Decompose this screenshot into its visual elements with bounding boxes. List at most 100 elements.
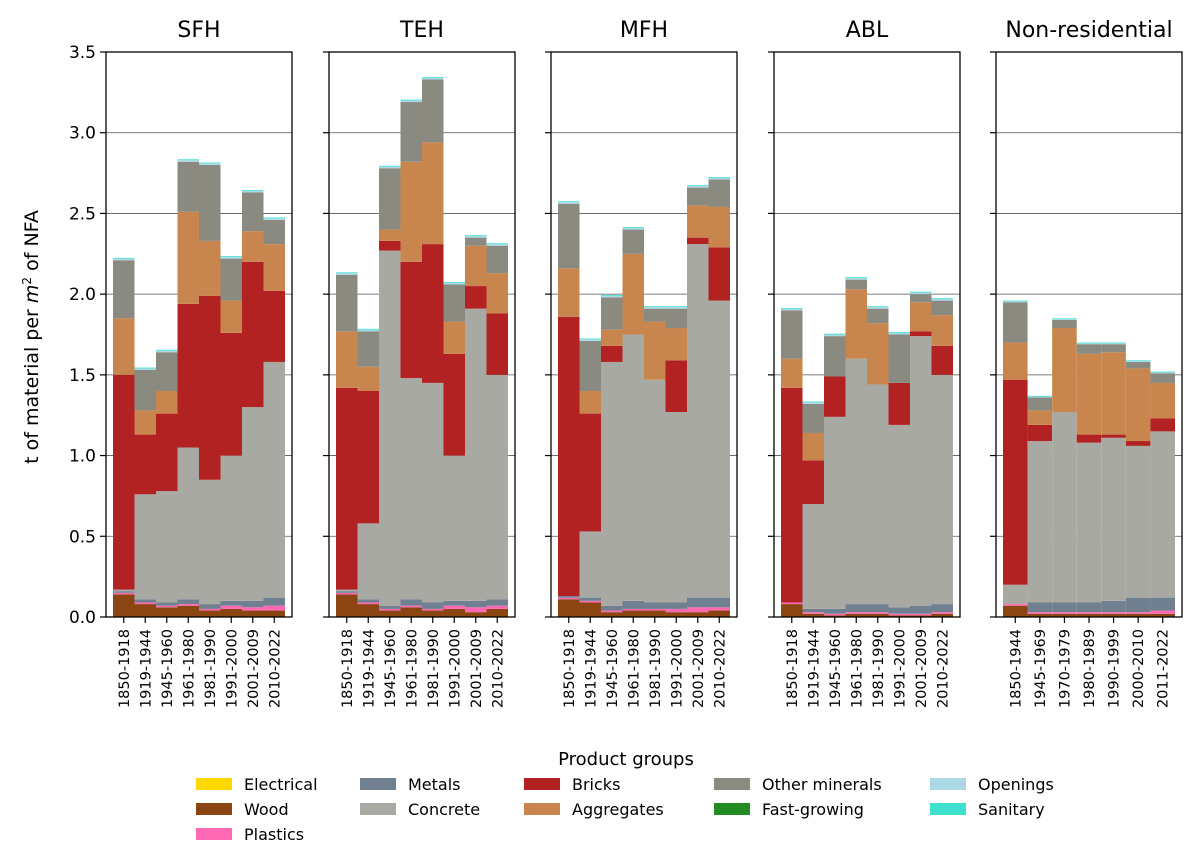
bar-segment-other-minerals xyxy=(422,79,444,143)
bar-segment-other-minerals xyxy=(156,352,178,391)
bar-segment-bricks xyxy=(802,460,824,504)
x-tick-label: 1961-1980 xyxy=(181,629,197,708)
bar-segment-wood xyxy=(558,599,580,617)
bar-segment-plastics xyxy=(1003,604,1028,606)
bar-segment-aggregates xyxy=(379,229,401,241)
bar-segment-openings xyxy=(422,77,444,80)
panel-sfh: SFH 1850-1918 1919-1944 1945-1960 1961-1980 1… xyxy=(105,18,293,708)
bar-segment-concrete xyxy=(242,407,264,601)
bar-segment-plastics xyxy=(242,607,264,611)
bar-segment-concrete xyxy=(1125,445,1151,598)
x-tick-label: 1919-1944 xyxy=(806,629,822,708)
legend-label: Other minerals xyxy=(762,775,882,794)
bar-segment-openings xyxy=(802,402,824,404)
bar-segment-metals xyxy=(845,604,867,613)
bar-segment-other-minerals xyxy=(824,336,846,377)
x-tick-label: 1945-1960 xyxy=(605,629,621,708)
bar-segment-aggregates xyxy=(781,358,803,388)
bar-segment-bricks xyxy=(687,237,709,245)
x-tick-label: 1850-1944 xyxy=(1008,629,1024,708)
x-tick-label: 1991-2000 xyxy=(669,629,685,708)
bar-segment-metals xyxy=(622,600,644,609)
panel-frame xyxy=(995,51,1183,618)
bar-segment-concrete xyxy=(1027,441,1053,603)
bar-segment-wood xyxy=(220,608,242,617)
bar-segment-aggregates xyxy=(336,331,358,388)
bar-segment-sanitary xyxy=(336,272,358,274)
bar-segment-sanitary xyxy=(242,190,264,191)
bar-segment-openings xyxy=(579,339,601,341)
bar-segment-concrete xyxy=(1003,584,1028,605)
bar-segment-sanitary xyxy=(622,227,644,228)
bar-segment-concrete xyxy=(687,244,709,598)
bar-segment-metals xyxy=(824,608,846,614)
bar-segment-bricks xyxy=(1027,424,1053,442)
bar-segment-bricks xyxy=(443,353,465,456)
bar-segment-sanitary xyxy=(400,99,422,101)
bar-segment-sanitary xyxy=(644,306,666,308)
bar-segment-bricks xyxy=(931,345,953,375)
bar-segment-other-minerals xyxy=(558,203,580,269)
bar-segment-aggregates xyxy=(1052,328,1077,412)
bar-segment-plastics xyxy=(910,613,932,616)
bar-segment-bricks xyxy=(220,332,242,456)
bar-segment-aggregates xyxy=(465,245,487,287)
bar-segment-openings xyxy=(888,332,910,335)
bar-segment-aggregates xyxy=(708,206,730,248)
bar-segment-bricks xyxy=(242,261,264,408)
panel-frame xyxy=(550,51,738,618)
bar-segment-other-minerals xyxy=(199,165,221,241)
bar-segment-aggregates xyxy=(845,289,867,359)
x-tick-label: 1980-1989 xyxy=(1082,629,1098,708)
bar-segment-sanitary xyxy=(824,333,846,335)
bar-segment-metals xyxy=(867,604,889,613)
bar-segment-plastics xyxy=(708,607,730,611)
x-tick-label: 1919-1944 xyxy=(361,629,377,708)
bar-segment-sanitary xyxy=(708,177,730,178)
bar-segment-metals xyxy=(1150,597,1175,611)
legend-swatch-aggregates xyxy=(524,803,560,815)
panel-title: Non-residential xyxy=(1005,18,1172,43)
bar-segment-concrete xyxy=(910,336,932,606)
bar-segment-concrete xyxy=(156,491,178,603)
bar-segment-metals xyxy=(708,597,730,608)
legend-label: Plastics xyxy=(244,825,304,844)
bar-segment-other-minerals xyxy=(1101,344,1126,353)
bar-segment-wood xyxy=(622,610,644,617)
bar-segment-aggregates xyxy=(622,253,644,335)
bar-segment-plastics xyxy=(465,607,487,613)
bar-segment-aggregates xyxy=(400,161,422,262)
bar-segment-metals xyxy=(263,597,285,606)
bar-segment-concrete xyxy=(443,455,465,601)
bar-segment-openings xyxy=(113,258,135,261)
bar-segment-other-minerals xyxy=(486,245,508,274)
bar-segment-bricks xyxy=(1125,441,1151,446)
bar-segment-wood xyxy=(644,610,666,617)
legend-swatch-concrete xyxy=(360,803,396,815)
bar-segment-openings xyxy=(708,177,730,180)
bar-segment-concrete xyxy=(1076,442,1102,603)
bar-segment-metals xyxy=(1076,602,1102,613)
legend-swatch-fast-growing xyxy=(714,803,750,815)
bar-segment-wood xyxy=(1125,613,1151,617)
bar-segment-metals xyxy=(665,602,687,609)
bar-segment-aggregates xyxy=(931,315,953,346)
bar-segment-wood xyxy=(177,605,199,617)
bar-segment-sanitary xyxy=(1052,318,1077,320)
bar-segment-wood xyxy=(845,613,867,617)
legend-swatch-metals xyxy=(360,778,396,790)
bar-segment-aggregates xyxy=(910,302,932,332)
bar-segment-concrete xyxy=(357,523,379,600)
bar-segment-aggregates xyxy=(579,391,601,414)
bar-segment-plastics xyxy=(156,605,178,608)
bar-segment-openings xyxy=(1027,396,1053,398)
y-tick-label: 3.0 xyxy=(69,124,96,144)
bar-segment-sanitary xyxy=(199,162,221,164)
legend-swatch-electrical xyxy=(196,778,232,790)
bar-segment-metals xyxy=(1027,602,1053,613)
bar-segment-other-minerals xyxy=(220,258,242,301)
legend-label: Aggregates xyxy=(572,800,664,819)
bar-segment-wood xyxy=(708,610,730,617)
legend-label: Electrical xyxy=(244,775,318,794)
bar-segment-sanitary xyxy=(465,235,487,237)
